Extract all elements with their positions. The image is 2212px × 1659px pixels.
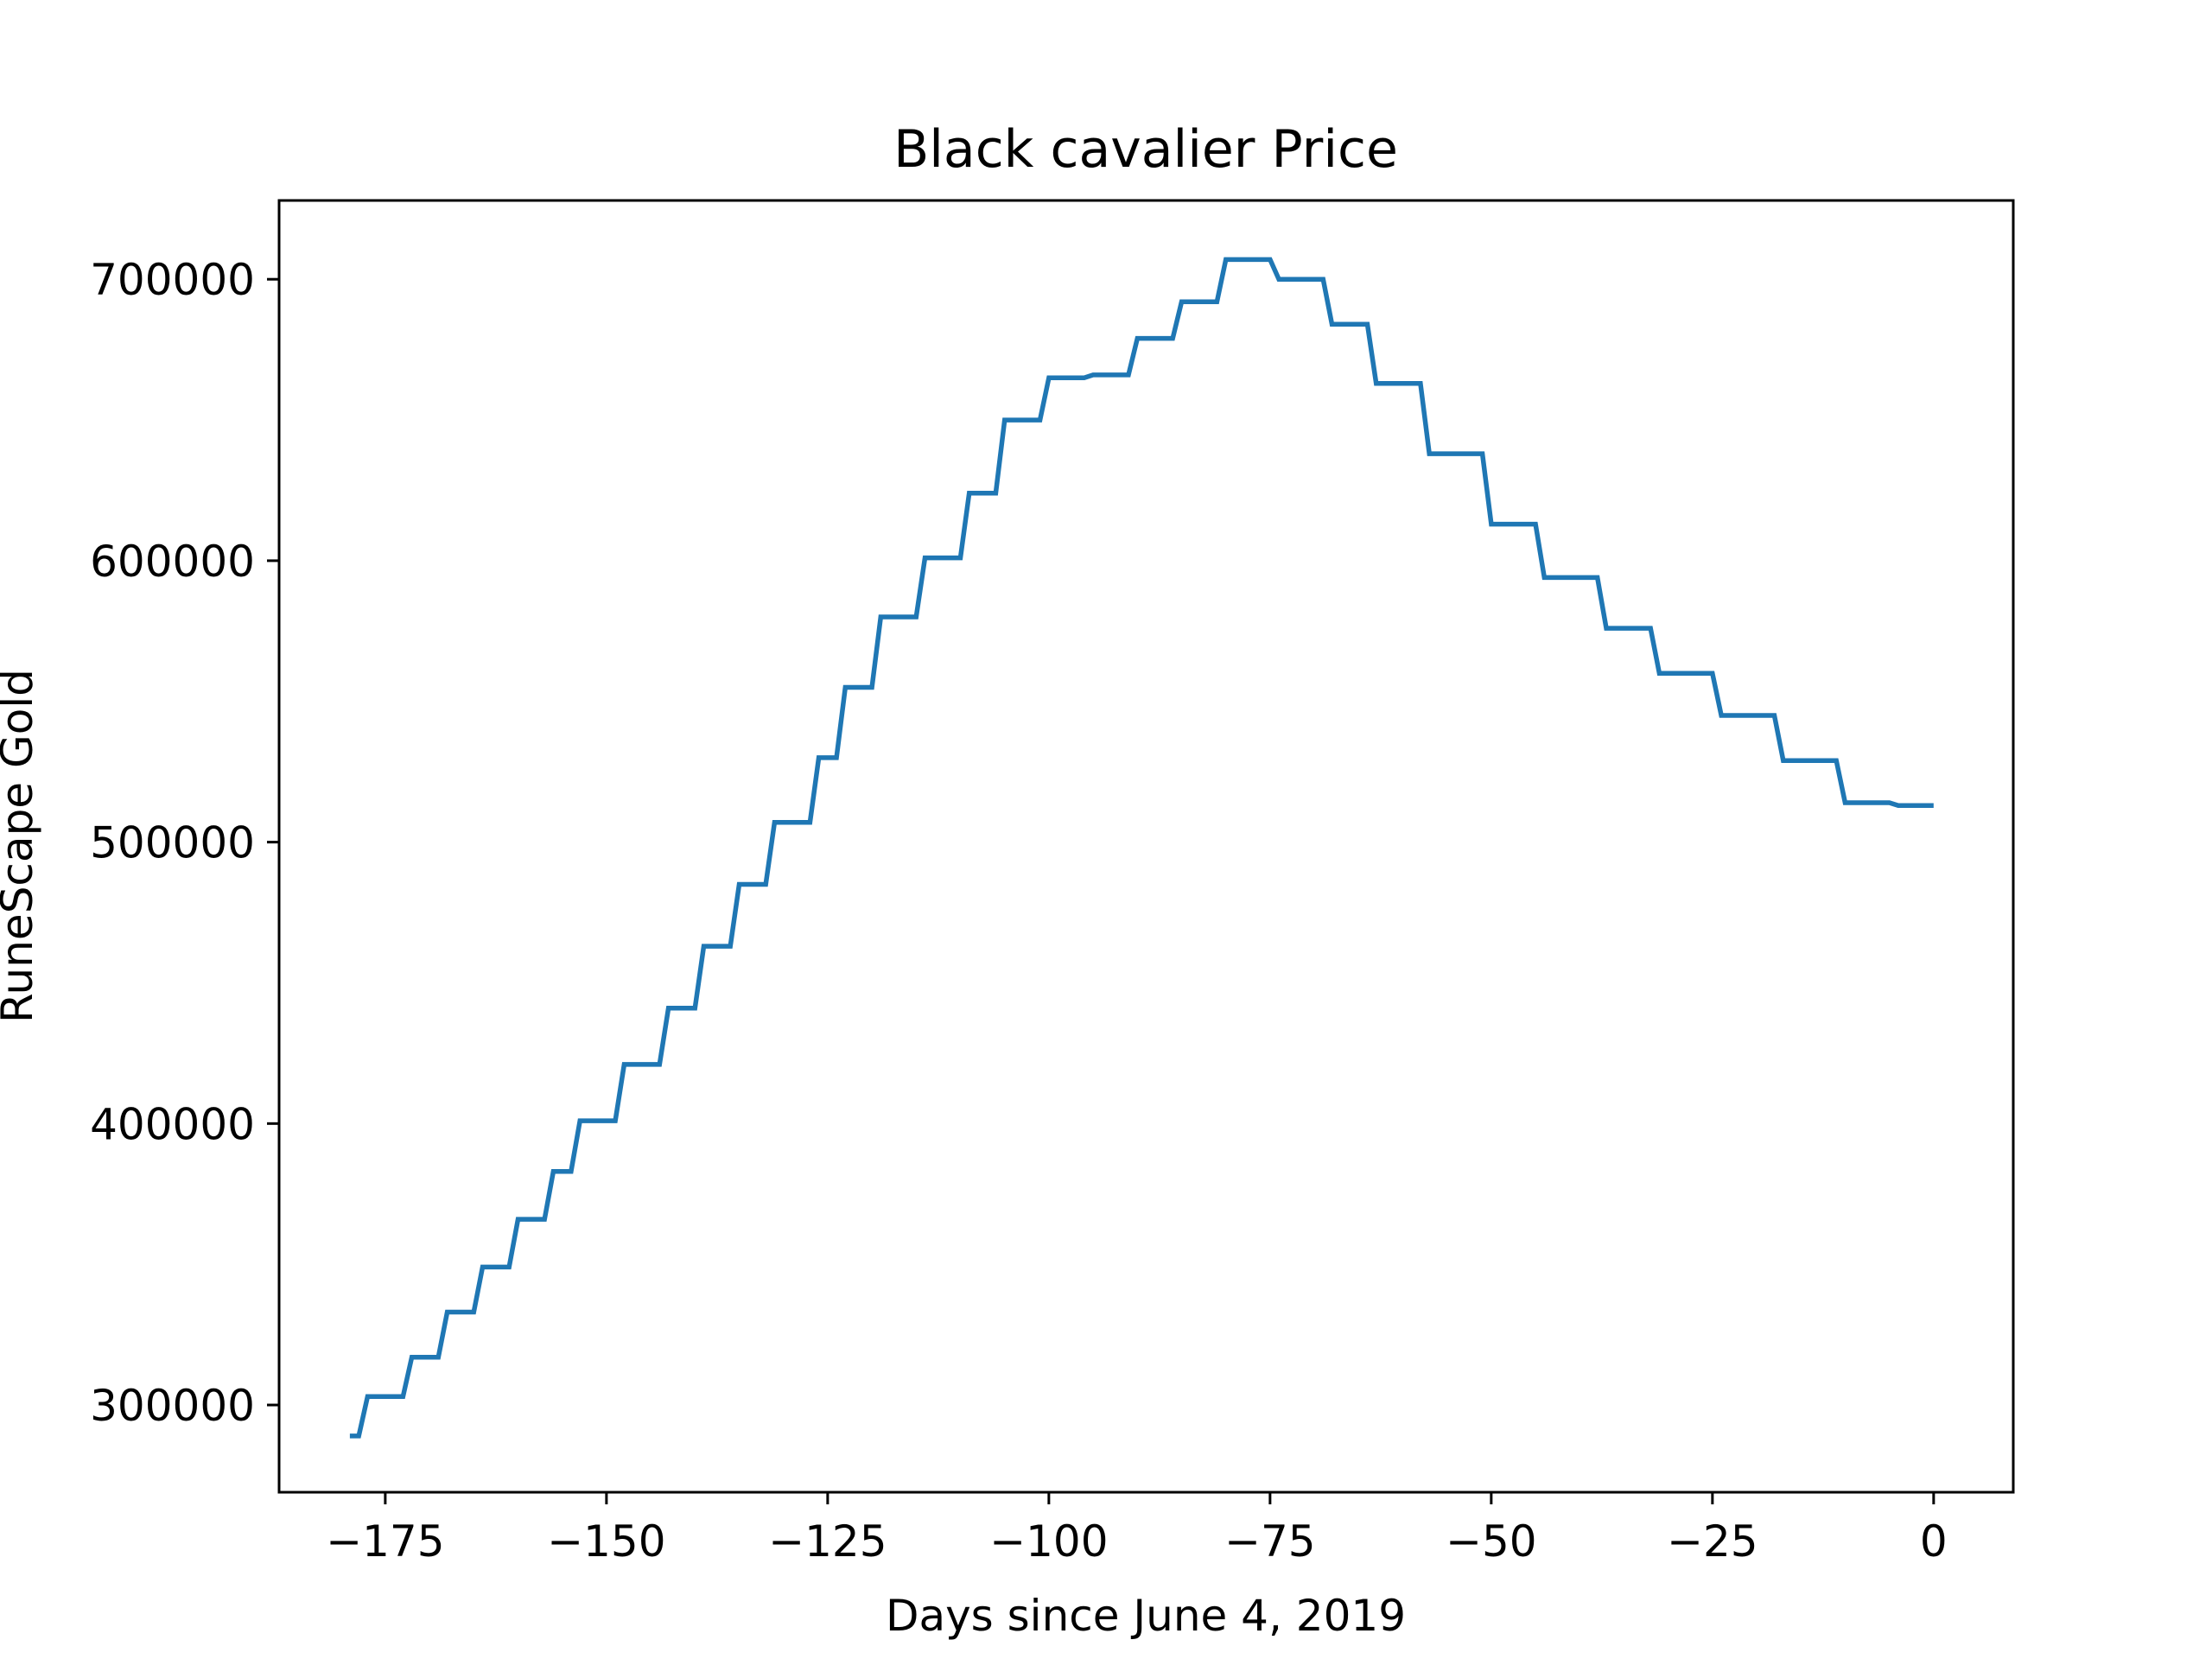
y-axis: 300000 400000 500000 600000 700000 [90, 255, 279, 1431]
x-tick-label: −175 [326, 1516, 444, 1567]
series-line-0 [349, 257, 1934, 1439]
y-tick-label: 600000 [90, 537, 255, 587]
x-tick-label: −25 [1667, 1516, 1758, 1567]
y-tick-label: 500000 [90, 818, 255, 868]
y-tick-label: 400000 [90, 1099, 255, 1149]
x-axis-label: Days since June 4, 2019 [886, 1591, 1406, 1641]
y-tick-label: 300000 [90, 1381, 255, 1431]
x-tick-label: −125 [768, 1516, 887, 1567]
y-axis-label: RuneScape Gold [0, 669, 42, 1023]
x-axis: −175 −150 −125 −100 −75 −50 −25 0 [326, 1492, 1948, 1567]
x-tick-label: −150 [547, 1516, 665, 1567]
x-tick-label: 0 [1920, 1516, 1948, 1567]
x-tick-label: −100 [989, 1516, 1108, 1567]
plot-series [349, 257, 1934, 1439]
x-tick-label: −50 [1446, 1516, 1537, 1567]
chart-title: Black cavalier Price [893, 119, 1398, 180]
x-tick-label: −75 [1224, 1516, 1316, 1567]
plot-frame [277, 199, 2015, 1494]
y-tick-label: 700000 [90, 255, 255, 305]
